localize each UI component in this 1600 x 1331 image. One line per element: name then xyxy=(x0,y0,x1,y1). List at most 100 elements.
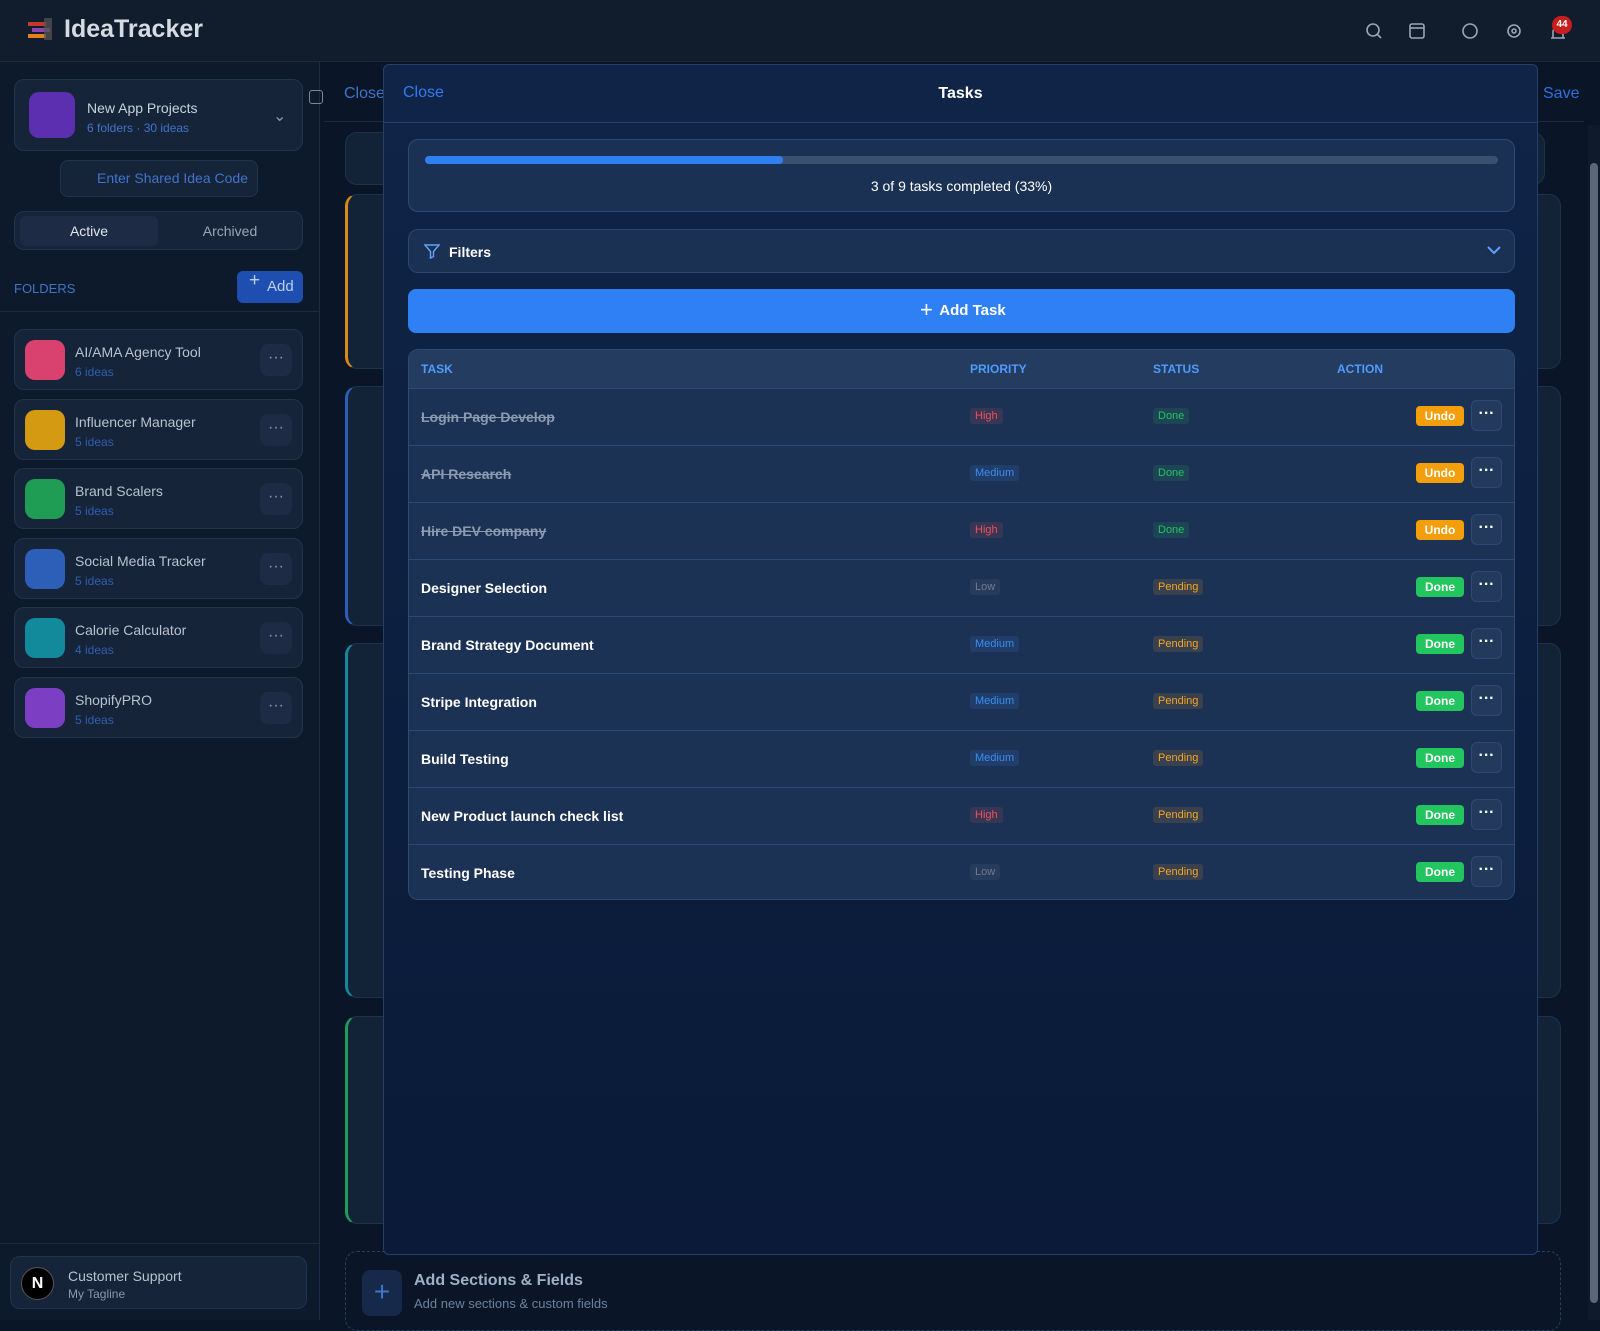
folder-menu[interactable]: ··· xyxy=(260,344,292,376)
row-menu[interactable]: ··· xyxy=(1471,400,1502,431)
column-header: STATUS xyxy=(1153,362,1200,376)
task-name: New Product launch check list xyxy=(421,808,624,824)
folder-card[interactable]: Calorie Calculator 4 ideas ··· xyxy=(14,607,303,668)
action-button[interactable]: Done xyxy=(1416,634,1464,654)
add-folder-button[interactable]: Add xyxy=(237,271,303,303)
status-badge: Done xyxy=(1153,408,1190,424)
tasks-table: TASK PRIORITY STATUS ACTION Login Page Devel… xyxy=(408,349,1515,900)
folder-meta: 5 ideas xyxy=(75,573,114,588)
background-close[interactable]: Close xyxy=(344,85,385,102)
row-menu[interactable]: ··· xyxy=(1471,685,1502,716)
account-tagline: My Tagline xyxy=(68,1287,126,1301)
status-badge: Pending xyxy=(1153,750,1204,766)
priority-badge: Medium xyxy=(970,693,1020,709)
tab-active[interactable]: Active xyxy=(20,216,158,246)
add-sections-title: Add Sections & Fields xyxy=(414,1272,583,1289)
status-badge: Pending xyxy=(1153,864,1204,880)
account-name: Customer Support xyxy=(68,1268,182,1284)
action-button[interactable]: Done xyxy=(1416,577,1464,597)
filters-bar[interactable]: Filters xyxy=(408,229,1515,273)
action-button[interactable]: Done xyxy=(1416,748,1464,768)
task-row: Testing Phase Low Pending Done ··· xyxy=(409,844,1514,899)
column-header: ACTION xyxy=(1337,362,1383,376)
scrollbar-thumb[interactable] xyxy=(1590,163,1598,1303)
folder-menu[interactable]: ··· xyxy=(260,483,292,515)
modal-title: Tasks xyxy=(938,85,983,102)
folder-name: Social Media Tracker xyxy=(75,552,206,569)
priority-badge: Low xyxy=(970,864,1001,880)
folder-name: Influencer Manager xyxy=(75,413,196,430)
row-menu[interactable]: ··· xyxy=(1471,628,1502,659)
folder-meta: 5 ideas xyxy=(75,434,114,449)
task-name: Stripe Integration xyxy=(421,694,537,710)
row-menu[interactable]: ··· xyxy=(1471,742,1502,773)
row-menu[interactable]: ··· xyxy=(1471,856,1502,887)
task-name: Login Page Develop xyxy=(421,409,555,425)
chevron xyxy=(1487,246,1501,255)
tab-archived[interactable]: Archived xyxy=(202,223,258,239)
status-badge: Pending xyxy=(1153,636,1204,652)
priority-badge: Medium xyxy=(970,636,1020,652)
add-sections-card[interactable]: + Add Sections & Fields Add new sections… xyxy=(345,1251,1561,1331)
progress-label: 3 of 9 tasks completed (33%) xyxy=(870,178,1053,194)
table-header xyxy=(409,350,1514,388)
folder-menu[interactable]: ··· xyxy=(260,622,292,654)
column-header: TASK xyxy=(421,362,453,376)
action-button[interactable]: Done xyxy=(1416,862,1464,882)
folder-meta: 5 ideas xyxy=(75,712,114,727)
progress-track xyxy=(425,156,1498,164)
action-button[interactable]: Undo xyxy=(1416,520,1464,540)
header-icons[interactable] xyxy=(1363,20,1583,44)
folder-menu[interactable]: ··· xyxy=(260,413,292,446)
collapse-toggle[interactable] xyxy=(309,90,323,104)
folder-card[interactable]: ShopifyPRO 5 ideas ··· xyxy=(14,676,303,738)
priority-badge: High xyxy=(970,807,1003,823)
workspace-card[interactable]: New App Projects 6 folders · 30 ideas ⌄ xyxy=(14,79,303,151)
row-menu[interactable]: ··· xyxy=(1471,571,1502,602)
folders-label: FOLDERS xyxy=(14,281,76,296)
scrollbar[interactable] xyxy=(1588,125,1600,1320)
action-button[interactable]: Undo xyxy=(1416,463,1464,483)
divider xyxy=(0,1243,320,1244)
task-row: Brand Strategy Document Medium Pending Done… xyxy=(409,616,1514,673)
task-name: Brand Strategy Document xyxy=(421,637,594,653)
folder-card[interactable]: Influencer Manager 5 ideas ··· xyxy=(14,398,303,460)
add-task-button[interactable]: Add Task + xyxy=(408,289,1515,333)
logo-icon xyxy=(28,18,52,40)
priority-badge: Medium xyxy=(970,750,1020,766)
progress-card: 3 of 9 tasks completed (33%) xyxy=(408,139,1515,212)
status-badge: Done xyxy=(1153,522,1190,538)
add-icon: + xyxy=(362,1270,402,1316)
notification-badge: 44 xyxy=(1552,16,1572,34)
task-row: Build Testing Medium Pending Done ··· xyxy=(409,730,1514,787)
tasks-modal: Close Tasks 3 of 9 tasks completed (33%)… xyxy=(383,64,1538,1255)
plus-icon: + xyxy=(920,297,933,322)
row-menu[interactable]: ··· xyxy=(1471,799,1502,830)
folder-menu[interactable]: ··· xyxy=(260,691,292,724)
folder-card[interactable]: AI/AMA Agency Tool 6 ideas ··· xyxy=(14,329,303,390)
task-name: API Research xyxy=(421,466,512,482)
avatar: N xyxy=(21,1267,54,1300)
priority-badge: Medium xyxy=(970,465,1020,481)
shared-code-button[interactable]: Enter Shared Idea Code xyxy=(60,160,258,197)
divider xyxy=(0,311,320,312)
top-bar: IdeaTracker 44 xyxy=(0,0,1600,62)
modal-close[interactable]: Close xyxy=(403,84,444,101)
add-task-label: Add Task xyxy=(939,302,1006,319)
action-button[interactable]: Undo xyxy=(1416,406,1464,426)
row-menu[interactable]: ··· xyxy=(1471,457,1502,488)
row-menu[interactable]: ··· xyxy=(1471,514,1502,545)
workspace-meta: 6 folders · 30 ideas xyxy=(87,121,190,135)
folder-menu[interactable]: ··· xyxy=(260,552,292,585)
folder-card[interactable]: Social Media Tracker 5 ideas ··· xyxy=(14,537,303,599)
account-card[interactable]: N Customer Support My Tagline xyxy=(10,1256,307,1309)
task-name: Hire DEV company xyxy=(421,523,547,539)
action-button[interactable]: Done xyxy=(1416,805,1464,825)
folder-card[interactable]: Brand Scalers 5 ideas ··· xyxy=(14,468,303,529)
folder-name: Calorie Calculator xyxy=(75,622,187,638)
action-button[interactable]: Done xyxy=(1416,691,1464,711)
folder-icon xyxy=(25,479,65,519)
task-name: Build Testing xyxy=(421,751,509,767)
background-save[interactable]: Save xyxy=(1543,85,1580,102)
